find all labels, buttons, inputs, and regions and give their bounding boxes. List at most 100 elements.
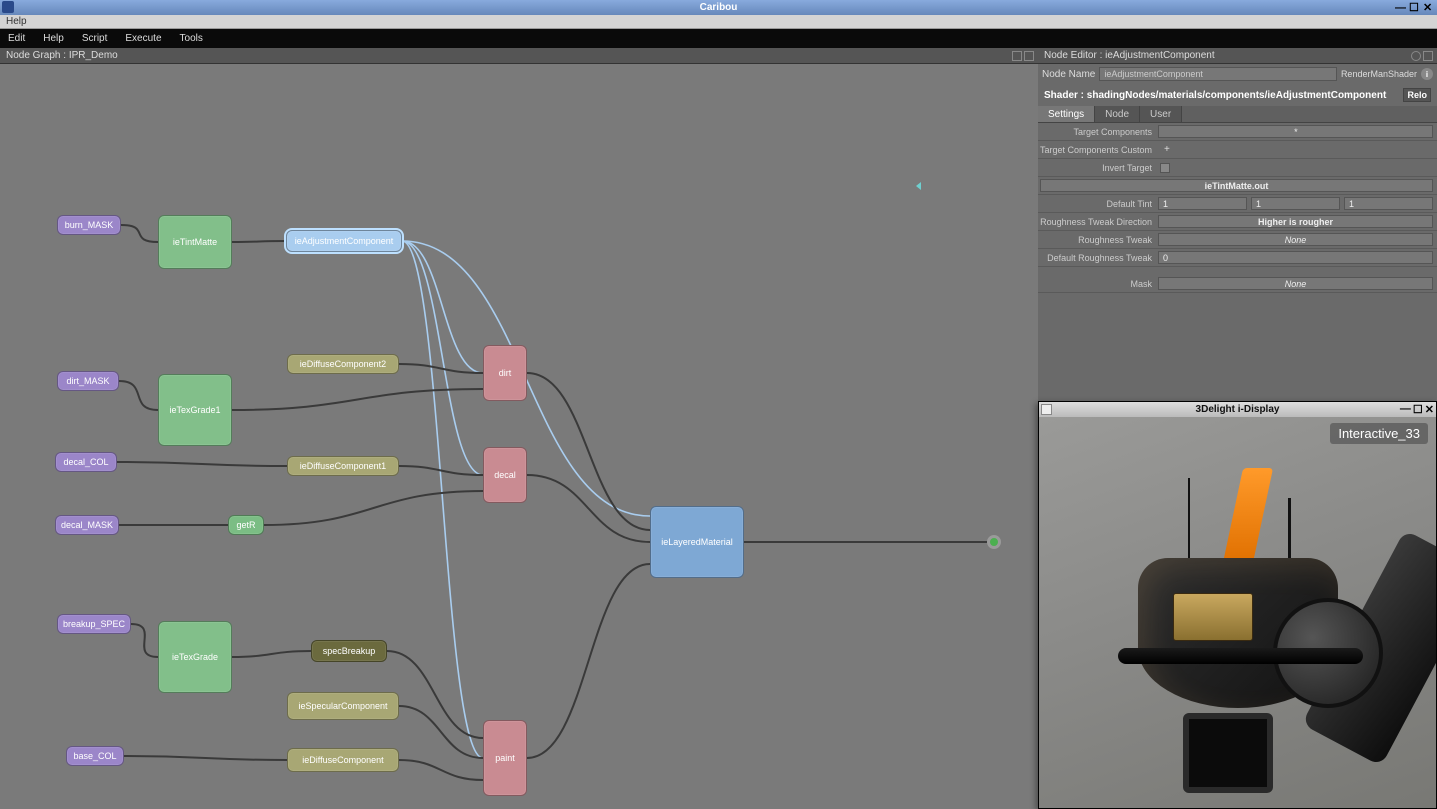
param-field[interactable]: ieTintMatte.out xyxy=(1040,179,1433,192)
node-specBreakup[interactable]: specBreakup xyxy=(311,640,387,662)
menu-execute[interactable]: Execute xyxy=(125,33,161,44)
menu-tools[interactable]: Tools xyxy=(180,33,203,44)
render-label: Interactive_33 xyxy=(1330,423,1428,444)
node-burn_MASK[interactable]: burn_MASK xyxy=(57,215,121,235)
shader-header: Shader : shadingNodes/materials/componen… xyxy=(1038,84,1437,106)
param-label: Invert Target xyxy=(1038,163,1158,173)
nodegraph-canvas[interactable]: burn_MASK ieTintMatte ieAdjustmentComponen… xyxy=(0,64,1038,809)
param-field[interactable]: 1 xyxy=(1344,197,1433,210)
node-ieDiff1[interactable]: ieDiffuseComponent1 xyxy=(287,456,399,476)
edge xyxy=(399,760,483,780)
param-field[interactable]: None xyxy=(1158,277,1433,290)
layout-icon[interactable] xyxy=(1012,51,1022,61)
os-help-menu[interactable]: Help xyxy=(6,16,27,27)
render-content xyxy=(1088,498,1388,808)
window-titlebar: Caribou — ☐ ✕ xyxy=(0,0,1437,15)
node-name-row: Node Name ieAdjustmentComponent RenderMa… xyxy=(1038,64,1437,84)
minimize-icon[interactable]: — xyxy=(1400,403,1411,416)
param-add[interactable]: + xyxy=(1158,144,1170,155)
node-getR[interactable]: getR xyxy=(228,515,264,535)
param-label: Roughness Tweak Direction xyxy=(1038,217,1158,227)
minimize-icon[interactable]: — xyxy=(1395,2,1407,14)
render-window-title: 3Delight i-Display xyxy=(1196,404,1280,415)
app-menubar: Edit Help Script Execute Tools xyxy=(0,29,1437,48)
os-menubar[interactable]: Help xyxy=(0,15,1437,29)
node-ieLayered[interactable]: ieLayeredMaterial xyxy=(650,506,744,578)
reload-button[interactable]: Relo xyxy=(1403,88,1431,102)
render-window-icon xyxy=(1041,404,1052,415)
app-icon xyxy=(2,1,14,13)
edge xyxy=(232,651,311,657)
node-ieAdj[interactable]: ieAdjustmentComponent xyxy=(286,230,402,252)
menu-edit[interactable]: Edit xyxy=(8,33,25,44)
tab-user[interactable]: User xyxy=(1140,106,1182,122)
window-title: Caribou xyxy=(700,2,738,13)
param-field[interactable]: * xyxy=(1158,125,1433,138)
node-breakup_SPEC[interactable]: breakup_SPEC xyxy=(57,614,131,634)
render-viewport[interactable]: Interactive_33 xyxy=(1039,417,1436,808)
node-dirt_MASK[interactable]: dirt_MASK xyxy=(57,371,119,391)
param-label: Default Roughness Tweak xyxy=(1038,253,1158,263)
node-ieTintMatte[interactable]: ieTintMatte xyxy=(158,215,232,269)
edge xyxy=(264,491,483,525)
nodegraph-tab[interactable]: Node Graph : IPR_Demo xyxy=(0,48,1038,64)
node-ieTexGrade[interactable]: ieTexGrade xyxy=(158,621,232,693)
node-decal[interactable]: decal xyxy=(483,447,527,503)
nodeeditor-params: Target Components*Target Components Cust… xyxy=(1038,123,1437,293)
node-decal_COL[interactable]: decal_COL xyxy=(55,452,117,472)
edge xyxy=(402,241,483,758)
param-row: MaskNone xyxy=(1038,275,1437,293)
param-label: Target Components xyxy=(1038,127,1158,137)
node-dirt[interactable]: dirt xyxy=(483,345,527,401)
node-paint[interactable]: paint xyxy=(483,720,527,796)
param-row: Roughness TweakNone xyxy=(1038,231,1437,249)
close-icon[interactable]: ✕ xyxy=(1425,403,1434,416)
param-field[interactable]: 1 xyxy=(1251,197,1340,210)
edge xyxy=(399,706,483,758)
edge xyxy=(232,389,483,410)
node-ieDiff[interactable]: ieDiffuseComponent xyxy=(287,748,399,772)
menu-script[interactable]: Script xyxy=(82,33,108,44)
param-row: Invert Target xyxy=(1038,159,1437,177)
param-field[interactable]: Higher is rougher xyxy=(1158,215,1433,228)
param-label: Roughness Tweak xyxy=(1038,235,1158,245)
edge xyxy=(117,462,287,466)
param-field[interactable]: None xyxy=(1158,233,1433,246)
render-window-titlebar[interactable]: 3Delight i-Display — ☐ ✕ xyxy=(1039,402,1436,417)
param-label: Default Tint xyxy=(1038,199,1158,209)
node-base_COL[interactable]: base_COL xyxy=(66,746,124,766)
info-icon[interactable]: i xyxy=(1421,68,1433,80)
param-field[interactable]: 0 xyxy=(1158,251,1433,264)
tab-node[interactable]: Node xyxy=(1095,106,1140,122)
close-icon[interactable]: ✕ xyxy=(1423,2,1435,14)
node-name-field[interactable]: ieAdjustmentComponent xyxy=(1099,67,1337,81)
circle-icon[interactable] xyxy=(1411,51,1421,61)
panel-tab-controls[interactable] xyxy=(1411,51,1433,61)
nodeeditor-tab[interactable]: Node Editor : ieAdjustmentComponent xyxy=(1038,48,1437,64)
param-row: Default Roughness Tweak0 xyxy=(1038,249,1437,267)
layout-icon[interactable] xyxy=(1024,51,1034,61)
node-decal_MASK[interactable]: decal_MASK xyxy=(55,515,119,535)
layout-icon[interactable] xyxy=(1423,51,1433,61)
node-ieDiff2[interactable]: ieDiffuseComponent2 xyxy=(287,354,399,374)
param-label: Target Components Custom xyxy=(1038,145,1158,155)
panel-layout-icons[interactable] xyxy=(1012,51,1034,61)
node-ieTexGrade1[interactable]: ieTexGrade1 xyxy=(158,374,232,446)
param-row: Default Tint111 xyxy=(1038,195,1437,213)
tab-settings[interactable]: Settings xyxy=(1038,106,1095,122)
menu-help[interactable]: Help xyxy=(43,33,64,44)
param-checkbox[interactable] xyxy=(1160,163,1170,173)
render-window[interactable]: 3Delight i-Display — ☐ ✕ Interactive_33 xyxy=(1038,401,1437,809)
param-row: Target Components Custom+ xyxy=(1038,141,1437,159)
render-window-controls: — ☐ ✕ xyxy=(1400,403,1434,416)
edge xyxy=(527,373,650,530)
output-terminal[interactable] xyxy=(987,535,1001,549)
maximize-icon[interactable]: ☐ xyxy=(1409,2,1421,14)
node-ieSpec[interactable]: ieSpecularComponent xyxy=(287,692,399,720)
param-row: TintieTintMatte.out xyxy=(1038,177,1437,195)
edge xyxy=(119,381,158,410)
edge xyxy=(124,756,287,760)
param-field[interactable]: 1 xyxy=(1158,197,1247,210)
maximize-icon[interactable]: ☐ xyxy=(1413,403,1423,416)
edge xyxy=(402,241,483,475)
